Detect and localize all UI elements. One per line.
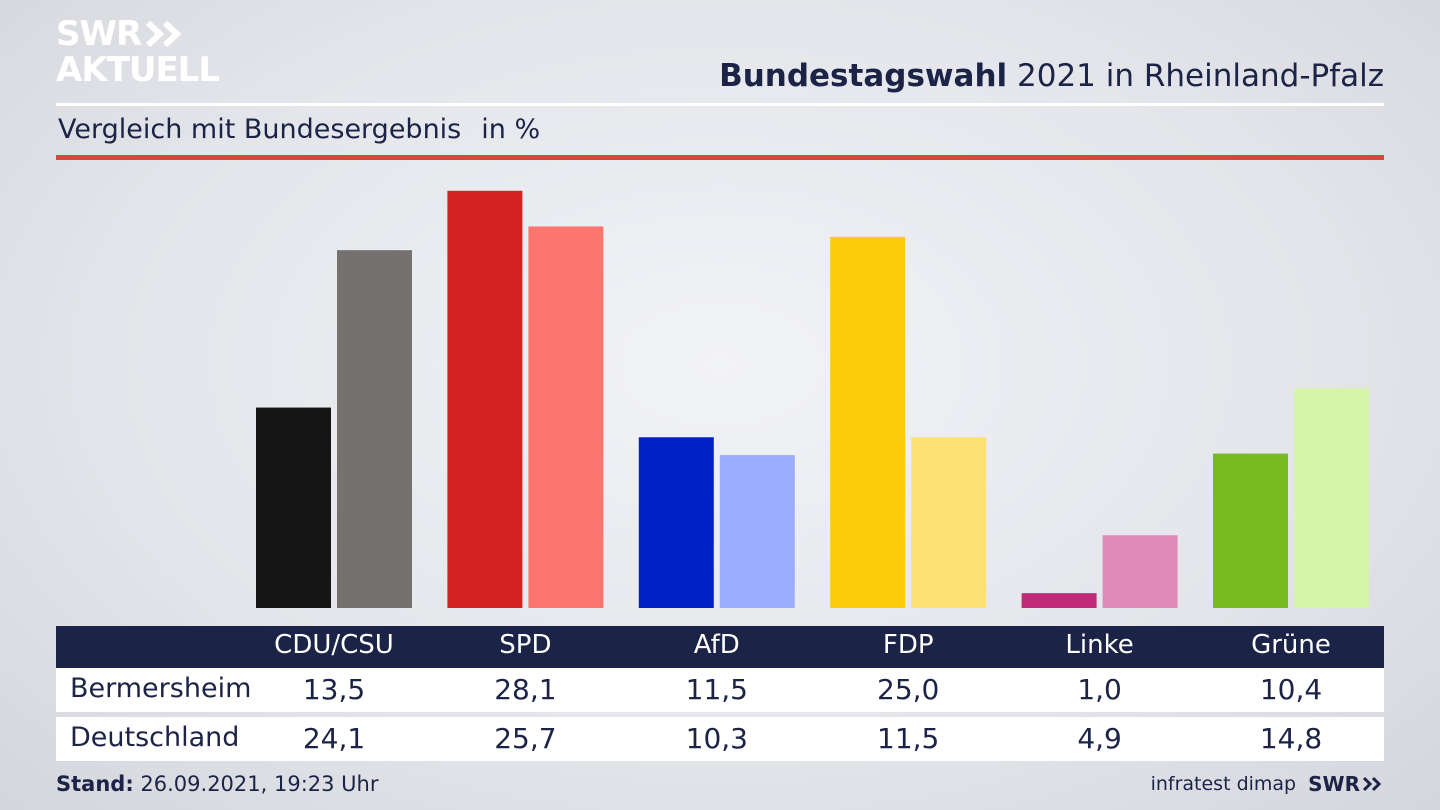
row-label: Bermersheim xyxy=(70,673,252,704)
stand-label: Stand: xyxy=(56,772,134,796)
stand-value: 26.09.2021, 19:23 Uhr xyxy=(133,772,379,796)
timestamp: Stand: 26.09.2021, 19:23 Uhr xyxy=(56,772,379,796)
bar-bermersheim-fdp xyxy=(830,236,906,609)
bar-bermersheim-afd xyxy=(638,437,714,608)
column-header-fdp: FDP xyxy=(882,630,934,660)
bar-deutschland-fdp xyxy=(911,437,987,608)
chevrons-icon xyxy=(1362,776,1382,792)
value-deutschland-spd: 25,7 xyxy=(494,722,557,755)
bar-bermersheim-spd xyxy=(447,190,523,608)
header-divider xyxy=(56,103,1384,106)
value-deutschland-fdp: 11,5 xyxy=(877,722,940,755)
bar-deutschland-linke xyxy=(1102,535,1178,608)
value-bermersheim-spd: 28,1 xyxy=(494,673,557,706)
column-header-gr-ne: Grüne xyxy=(1251,630,1331,660)
table-row: Deutschland 24,1 25,7 10,3 11,5 4,9 14,8 xyxy=(56,717,1384,761)
row-label: Deutschland xyxy=(70,722,240,753)
source-credit: infratest dimap xyxy=(1150,773,1297,795)
accent-divider xyxy=(56,155,1384,160)
footer-swr-logo: SWR xyxy=(1308,772,1384,796)
bar-chart xyxy=(256,190,1369,609)
bar-bermersheim-linke xyxy=(1021,593,1097,608)
bar-bermersheim-gr-ne xyxy=(1213,453,1288,608)
bar-deutschland-afd xyxy=(719,455,795,608)
value-deutschland-cdu-csu: 24,1 xyxy=(302,722,366,755)
footer-credits: infratest dimap SWR xyxy=(1151,772,1384,796)
value-deutschland-gr-ne: 14,8 xyxy=(1259,722,1323,755)
value-bermersheim-gr-ne: 10,4 xyxy=(1259,673,1323,706)
title-rest: 2021 in Rheinland-Pfalz xyxy=(1007,58,1384,94)
value-bermersheim-cdu-csu: 13,5 xyxy=(302,673,366,706)
subtitle-text: Vergleich mit Bundesergebnis xyxy=(58,114,462,145)
bar-deutschland-gr-ne xyxy=(1294,388,1369,608)
subtitle-unit: in % xyxy=(481,114,541,145)
chart-subtitle: Vergleich mit Bundesergebnis in % xyxy=(58,114,540,145)
swr-aktuell-logo: SWR AKTUELL xyxy=(56,14,220,90)
column-header-afd: AfD xyxy=(693,630,740,660)
value-bermersheim-fdp: 25,0 xyxy=(877,673,940,706)
table-header: CDU/CSU SPD AfD FDP Linke Grüne xyxy=(56,626,1384,668)
footer-swr-text: SWR xyxy=(1308,772,1360,796)
bar-deutschland-spd xyxy=(528,226,604,608)
value-deutschland-afd: 10,3 xyxy=(685,722,748,755)
logo-swr-text: SWR xyxy=(56,14,142,54)
bar-deutschland-cdu-csu xyxy=(337,250,412,608)
logo-aktuell-text: AKTUELL xyxy=(56,50,220,90)
title-bold: Bundestagswahl xyxy=(719,58,1008,94)
column-header-cdu-csu: CDU/CSU xyxy=(274,630,394,660)
results-table: CDU/CSU SPD AfD FDP Linke Grüne Bermersheim 1… xyxy=(56,626,1384,761)
bar-bermersheim-cdu-csu xyxy=(256,407,331,608)
value-bermersheim-afd: 11,5 xyxy=(685,673,748,706)
value-bermersheim-linke: 1,0 xyxy=(1077,673,1122,706)
table-row: Bermersheim 13,5 28,1 11,5 25,0 1,0 10,4 xyxy=(56,668,1384,712)
chart-title: Bundestagswahl 2021 in Rheinland-Pfalz xyxy=(719,58,1384,94)
value-deutschland-linke: 4,9 xyxy=(1077,722,1122,755)
column-header-spd: SPD xyxy=(499,630,552,660)
column-header-linke: Linke xyxy=(1065,630,1134,660)
chevrons-icon xyxy=(146,20,182,48)
